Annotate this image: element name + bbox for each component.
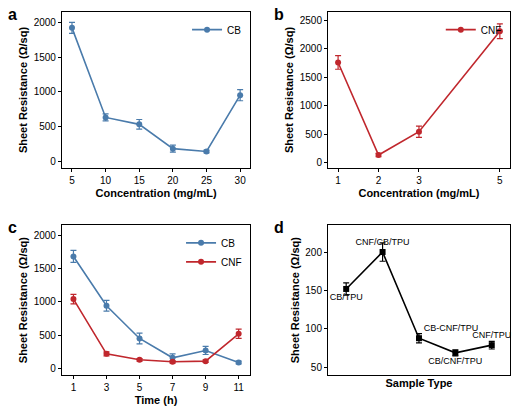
svg-text:c: c [8, 219, 17, 236]
svg-text:500: 500 [39, 330, 56, 341]
svg-text:3: 3 [416, 175, 422, 186]
svg-text:Concentration (mg/mL): Concentration (mg/mL) [358, 187, 479, 199]
svg-text:2000: 2000 [34, 17, 57, 28]
svg-text:b: b [274, 6, 284, 23]
svg-text:1000: 1000 [34, 296, 57, 307]
svg-text:2000: 2000 [300, 43, 323, 54]
svg-text:2500: 2500 [300, 15, 323, 26]
svg-text:1500: 1500 [34, 52, 57, 63]
svg-text:0: 0 [50, 363, 56, 374]
svg-text:CB/TPU: CB/TPU [330, 292, 363, 302]
svg-text:50: 50 [311, 362, 323, 373]
svg-text:1500: 1500 [34, 263, 57, 274]
svg-text:1: 1 [71, 382, 77, 393]
svg-text:a: a [8, 6, 17, 23]
svg-text:Time (h): Time (h) [135, 394, 178, 406]
svg-text:20: 20 [167, 175, 179, 186]
svg-text:200: 200 [305, 247, 322, 258]
svg-text:500: 500 [305, 129, 322, 140]
svg-text:CNF: CNF [481, 25, 502, 36]
svg-text:25: 25 [201, 175, 213, 186]
svg-text:CNF/TPU: CNF/TPU [472, 330, 511, 340]
svg-text:CB: CB [221, 238, 235, 249]
svg-text:3: 3 [104, 382, 110, 393]
svg-text:Sheet Resistance (Ω/sq): Sheet Resistance (Ω/sq) [17, 27, 29, 154]
svg-text:0: 0 [50, 156, 56, 167]
svg-text:30: 30 [235, 175, 247, 186]
svg-text:CB: CB [227, 25, 241, 36]
svg-text:7: 7 [170, 382, 176, 393]
svg-text:CB-CNF/TPU: CB-CNF/TPU [424, 323, 479, 333]
svg-text:1000: 1000 [300, 100, 323, 111]
svg-text:CNF/CB/TPU: CNF/CB/TPU [356, 237, 410, 247]
svg-text:10: 10 [100, 175, 112, 186]
svg-text:1000: 1000 [34, 86, 57, 97]
svg-text:CB/CNF/TPU: CB/CNF/TPU [428, 356, 482, 366]
svg-text:9: 9 [203, 382, 209, 393]
svg-text:2000: 2000 [34, 230, 57, 241]
svg-text:11: 11 [233, 382, 244, 393]
svg-text:5: 5 [137, 382, 143, 393]
svg-text:1: 1 [335, 175, 341, 186]
svg-text:Concentration (mg/mL): Concentration (mg/mL) [96, 187, 217, 199]
svg-text:2: 2 [376, 175, 382, 186]
svg-text:150: 150 [305, 285, 322, 296]
svg-text:Sample Type: Sample Type [385, 377, 452, 389]
svg-text:Sheet Resistance (Ω/sq): Sheet Resistance (Ω/sq) [17, 237, 29, 364]
svg-text:100: 100 [305, 323, 322, 334]
svg-text:d: d [274, 219, 284, 236]
svg-text:Sheet Resistance (Ω/sq): Sheet Resistance (Ω/sq) [289, 237, 301, 364]
svg-text:0: 0 [316, 157, 322, 168]
svg-text:CNF: CNF [221, 257, 242, 268]
svg-text:15: 15 [134, 175, 146, 186]
svg-text:5: 5 [69, 175, 75, 186]
svg-text:5: 5 [497, 175, 503, 186]
svg-text:1500: 1500 [300, 72, 323, 83]
svg-text:500: 500 [39, 121, 56, 132]
svg-text:Sheet Resistance (Ω/sq): Sheet Resistance (Ω/sq) [283, 27, 295, 154]
